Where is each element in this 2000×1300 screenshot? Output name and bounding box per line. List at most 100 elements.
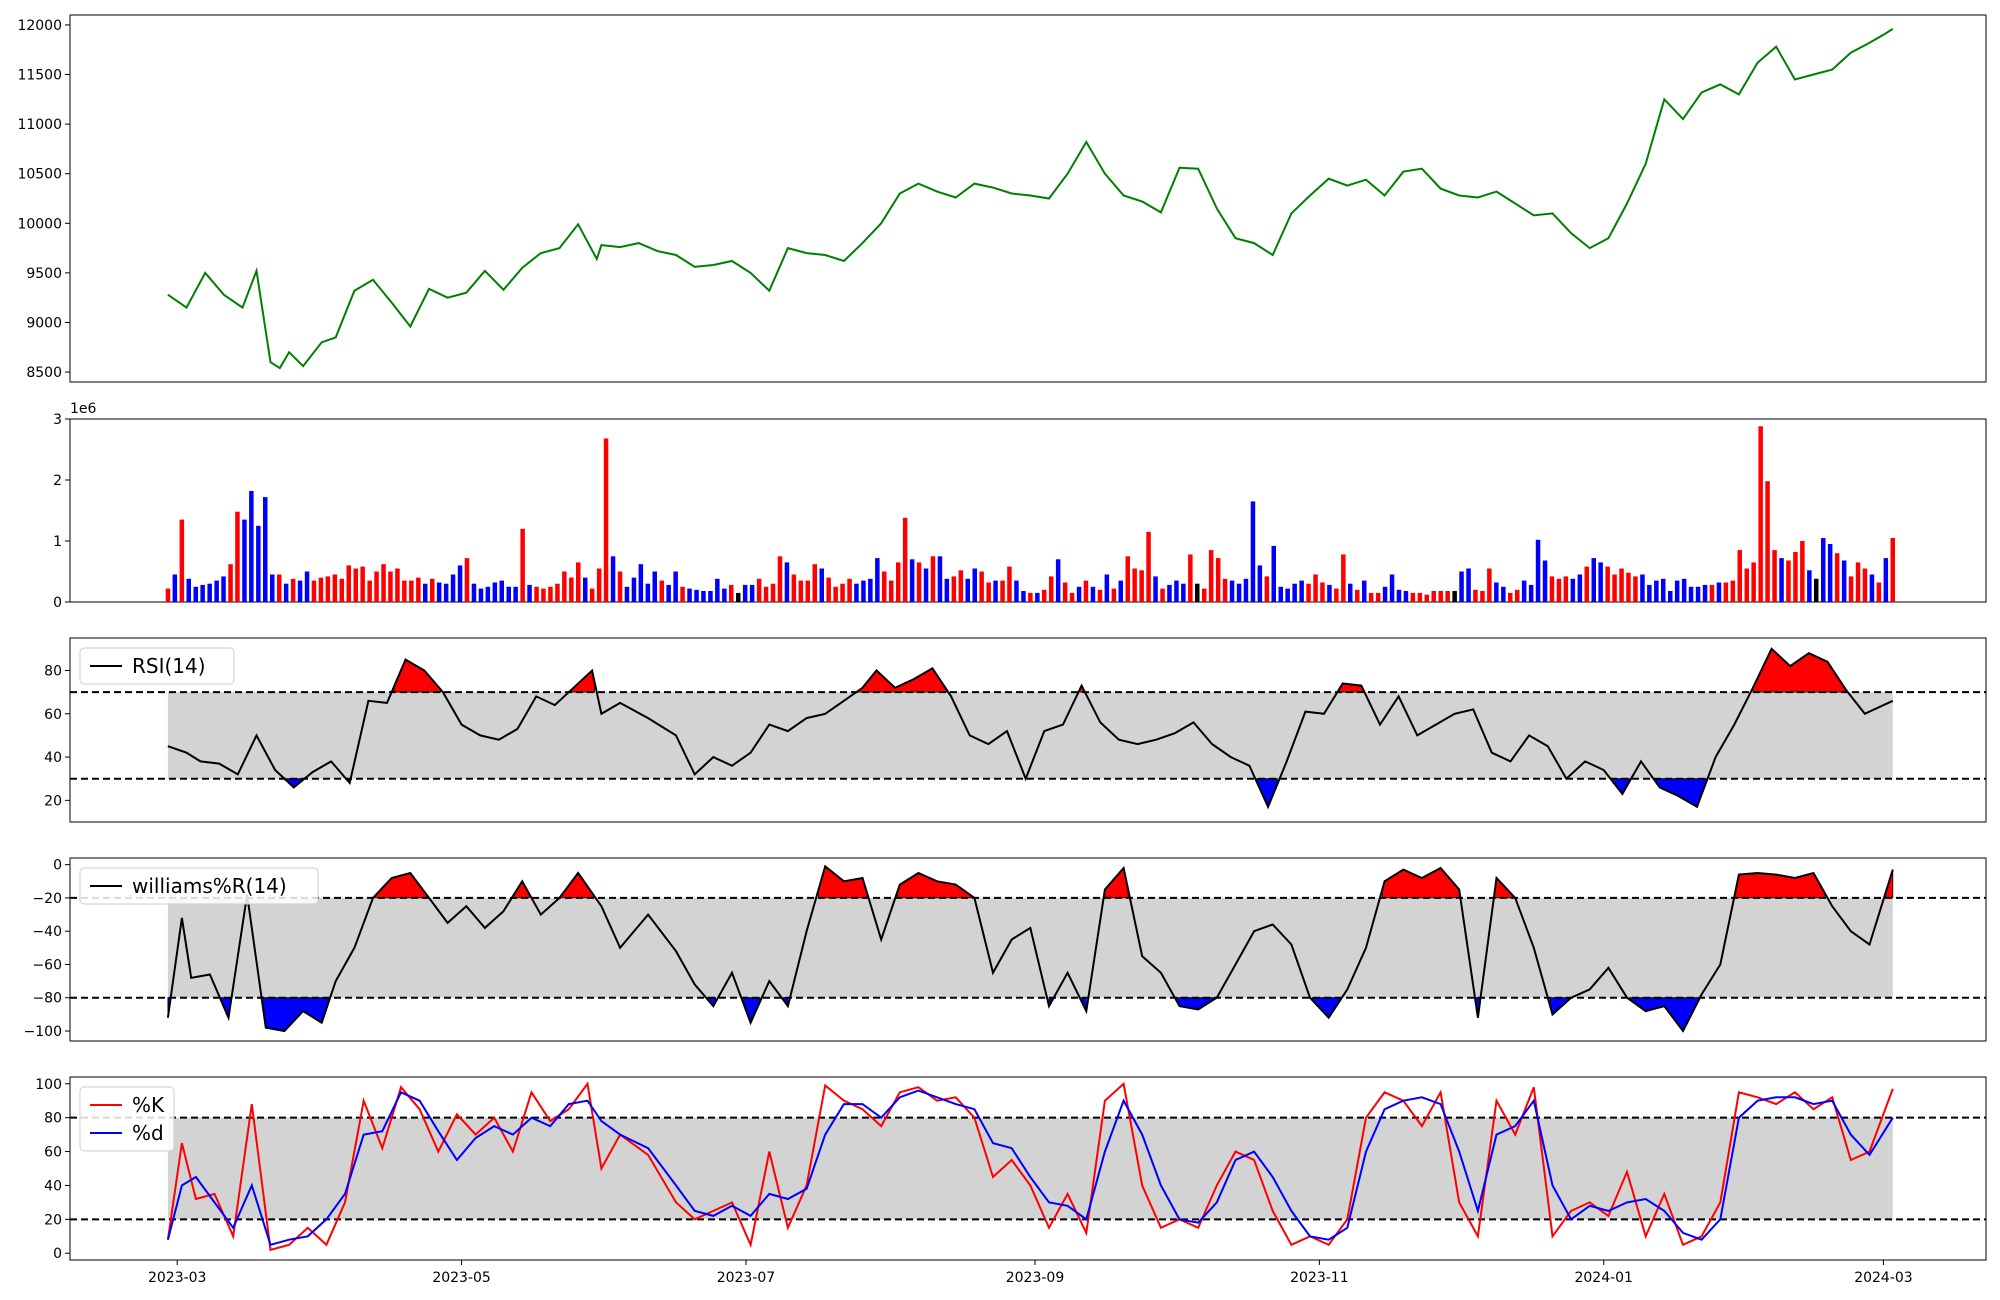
volume-bar (270, 574, 275, 602)
volume-bar (1348, 583, 1353, 602)
volume-bar (256, 525, 261, 603)
volume-bar (1848, 576, 1854, 602)
price-ytick-label: 10000 (17, 216, 62, 232)
volume-bar (304, 571, 310, 602)
williams-line (166, 864, 1894, 1033)
volume-bar (986, 582, 991, 602)
rsi-legend-label: RSI(14) (132, 654, 206, 678)
volume-bar (165, 588, 171, 602)
volume-bar (353, 568, 358, 602)
volume-bar (1243, 578, 1249, 602)
price-ytick-label: 12000 (17, 18, 62, 34)
price-panel-frame (69, 14, 1987, 383)
volume-bar (1772, 550, 1777, 602)
volume-bar (1779, 558, 1784, 602)
rsi-legend (79, 647, 235, 685)
volume-bar (249, 491, 254, 602)
stochastic-legend-label: %d (132, 1121, 164, 1145)
volume-bar (186, 578, 191, 602)
volume-bar (1153, 576, 1158, 602)
williams-ytick-label: −40 (32, 924, 62, 940)
volume-bar (311, 580, 317, 602)
volume-bar (1466, 568, 1471, 602)
volume-bar (1424, 594, 1429, 602)
stochastic-ytick-label: 100 (35, 1077, 62, 1093)
volume-bar (1111, 588, 1117, 602)
volume-bar (242, 519, 247, 602)
volume-bar (937, 556, 943, 603)
volume-bar (409, 580, 414, 602)
volume-bar (972, 568, 977, 602)
volume-bar (1647, 584, 1652, 602)
volume-bar (819, 568, 824, 602)
volume-bar (583, 577, 588, 602)
stochastic-ytick-label: 60 (44, 1145, 62, 1161)
x-tick-label: 2023-11 (1290, 1270, 1349, 1286)
volume-bar (1556, 578, 1562, 602)
volume-bar (1473, 589, 1478, 602)
volume-bar (902, 517, 908, 602)
x-tick-label: 2023-05 (432, 1270, 491, 1286)
volume-bar (1814, 578, 1819, 602)
price-ytick-label: 11500 (17, 68, 62, 84)
volume-bar (1188, 554, 1193, 602)
volume-bar (1368, 592, 1374, 602)
volume-bar (283, 583, 289, 602)
williams-legend (79, 867, 319, 905)
volume-bar (1535, 539, 1541, 602)
volume-bar (861, 580, 866, 602)
volume-bar (1737, 550, 1742, 602)
volume-bar (1674, 580, 1680, 602)
price-ytick-label: 10500 (17, 167, 62, 183)
x-tick-label: 2024-03 (1854, 1270, 1913, 1286)
volume-bar (742, 584, 748, 602)
volume-bar (221, 576, 226, 602)
volume-bar (562, 571, 567, 602)
volume-bar (680, 586, 685, 603)
volume-bar (1069, 592, 1075, 602)
volume-bar (207, 583, 212, 602)
volume-bar (715, 578, 720, 602)
volume-bar (645, 583, 651, 602)
volume-bar (381, 564, 386, 602)
volume-bar (492, 582, 498, 602)
williams-panel-frame (69, 857, 1987, 1042)
volume-bar (179, 519, 185, 602)
volume-bar (1132, 568, 1137, 602)
volume-bar (1751, 562, 1756, 602)
volume-bar (1480, 591, 1485, 602)
volume-bar (1890, 538, 1895, 602)
volume-bar (944, 578, 950, 602)
volume-bar (979, 571, 984, 602)
volume-bar (1800, 541, 1805, 602)
volume-bar (1758, 426, 1763, 602)
volume-bar (346, 565, 351, 602)
williams-neutral-band (167, 897, 1893, 998)
volume-bar (1222, 578, 1228, 602)
volume-bar (617, 571, 623, 602)
volume-bar (1264, 576, 1270, 602)
x-tick-label: 2023-03 (148, 1270, 207, 1286)
volume-bar (673, 571, 678, 602)
volume-bar (1876, 582, 1882, 602)
volume-bar (576, 562, 581, 602)
volume-bar (1076, 586, 1082, 603)
volume-bar (652, 571, 657, 602)
volume-bar (332, 574, 338, 602)
volume-bar (1765, 481, 1770, 602)
volume-bar (478, 588, 484, 602)
volume-bar (1633, 576, 1638, 602)
rsi-ytick-label: 20 (44, 793, 62, 809)
volume-bar (1229, 580, 1235, 602)
volume-bar (1584, 566, 1589, 602)
volume-bar (520, 528, 525, 602)
volume-bar (909, 559, 915, 602)
volume-bar (1549, 576, 1555, 602)
volume-bar (172, 574, 178, 602)
volume-bar (1167, 584, 1172, 602)
volume-bar (833, 586, 838, 603)
volume-bar (1257, 565, 1263, 602)
volume-bar (1118, 580, 1123, 602)
volume-bar (1431, 591, 1436, 602)
